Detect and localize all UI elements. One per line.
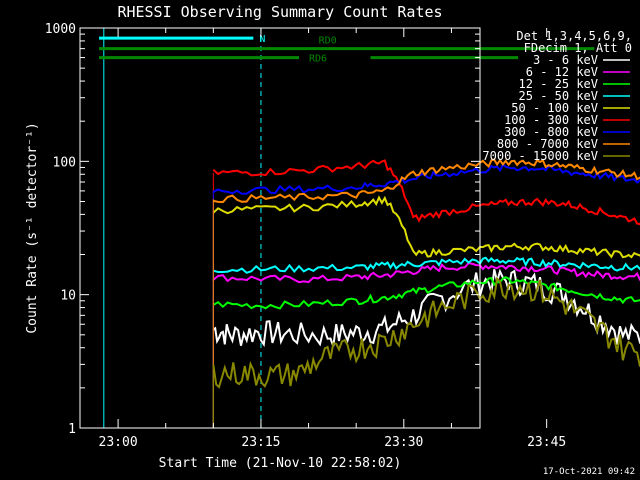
legend: Det 1,3,4,5,6,9, FDecim 1, Att 0 3 - 6 k… [482,29,632,163]
y-tick-label-0: 1 [68,422,76,437]
timestamp: 17-Oct-2021 09:42 [543,467,635,477]
x-tick-label-1: 23:15 [241,435,280,450]
legend-label-5: 100 - 300 keV [504,113,598,127]
series-line-2 [212,276,640,310]
legend-label-1: 6 - 12 keV [526,65,598,79]
bar-label-RD6: RD6 [309,54,327,65]
series-line-7 [213,158,640,204]
x-tick-label-3: 23:45 [527,435,566,450]
y-tick-label-2: 100 [53,155,76,170]
legend-label-4: 50 - 100 keV [511,101,598,115]
legend-label-2: 12 - 25 keV [519,77,598,91]
series-line-5 [212,159,640,226]
legend-label-7: 800 - 7000 keV [497,137,598,151]
legend-label-8: 7000 - 15000 keV [482,149,598,163]
legend-header-line-2: FDecim 1, Att 0 [524,41,632,55]
legend-label-6: 300 - 800 keV [504,125,598,139]
series-line-3 [213,256,640,274]
series-line-8 [212,276,640,389]
legend-label-0: 3 - 6 keV [533,53,598,67]
plot-frame [79,27,481,429]
series-line-4 [212,195,640,259]
y-tick-label-1: 10 [60,289,76,304]
x-tick-label-0: 23:00 [99,435,138,450]
legend-label-3: 25 - 50 keV [519,89,598,103]
bar-label-RD0: RD0 [319,36,337,47]
bar-label-N: N [259,34,265,45]
series-line-0 [212,268,640,348]
series-line-1 [212,261,640,284]
y-axis-label: Count Rate (s⁻¹ detector⁻¹) [25,122,40,333]
chart-title: RHESSI Observing Summary Count Rates [117,3,442,21]
x-tick-label-2: 23:30 [384,435,423,450]
x-axis-label: Start Time (21-Nov-10 22:58:02) [159,456,402,471]
legend-header-line-1: Det 1,3,4,5,6,9, [516,29,632,43]
y-tick-label-3: 1000 [45,22,76,37]
plot-area: N RD0 RD6 [99,28,640,428]
y-axis: 1 10 100 1000 [45,22,480,437]
